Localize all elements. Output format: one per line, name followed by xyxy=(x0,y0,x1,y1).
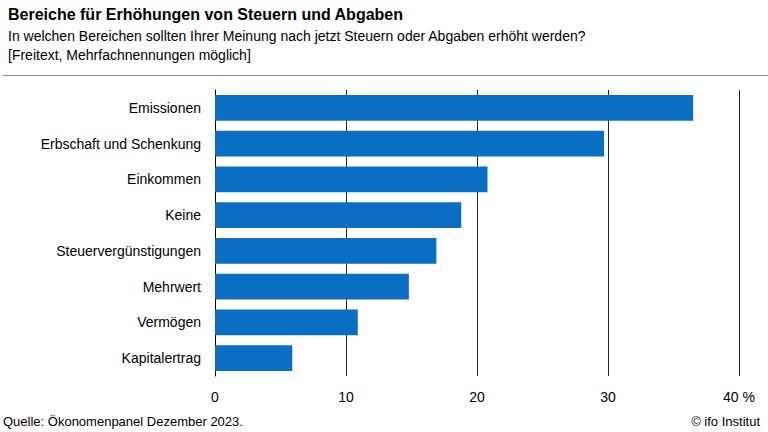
svg-text:Mehrwert: Mehrwert xyxy=(143,279,201,295)
svg-text:Steuervergünstigungen: Steuervergünstigungen xyxy=(56,243,201,259)
svg-text:Kapitalertrag: Kapitalertrag xyxy=(122,350,201,366)
svg-text:Einkommen: Einkommen xyxy=(127,171,201,187)
svg-text:[Freitext, Mehrfachnennungen m: [Freitext, Mehrfachnennungen möglich] xyxy=(8,47,251,63)
svg-text:10: 10 xyxy=(338,389,354,405)
svg-text:40 %: 40 % xyxy=(723,389,755,405)
svg-text:Bereiche für Erhöhungen von St: Bereiche für Erhöhungen von Steuern und … xyxy=(8,6,403,23)
svg-text:In welchen Bereichen sollten I: In welchen Bereichen sollten Ihrer Meinu… xyxy=(8,28,586,44)
svg-text:Erbschaft und Schenkung: Erbschaft und Schenkung xyxy=(41,136,201,152)
svg-text:20: 20 xyxy=(469,389,485,405)
svg-text:30: 30 xyxy=(600,389,616,405)
svg-text:Vermögen: Vermögen xyxy=(137,314,201,330)
svg-text:Quelle: Ökonomenpanel Dezember: Quelle: Ökonomenpanel Dezember 2023. xyxy=(3,414,243,429)
svg-text:0: 0 xyxy=(211,389,219,405)
svg-text:Emissionen: Emissionen xyxy=(129,100,201,116)
svg-text:© ifo Institut: © ifo Institut xyxy=(691,414,760,429)
svg-text:Keine: Keine xyxy=(165,207,201,223)
